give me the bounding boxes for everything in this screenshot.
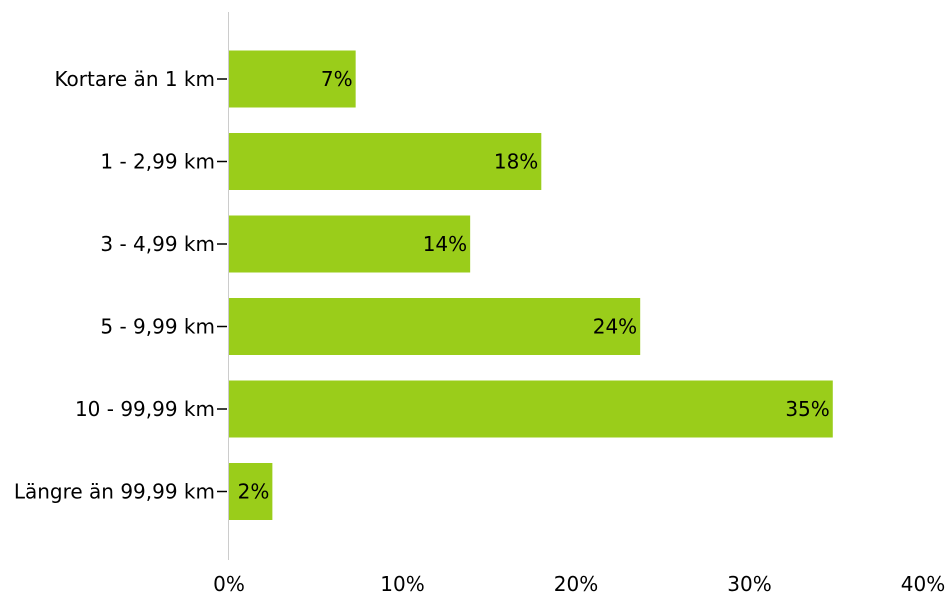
category-label-4: 10 - 99,99 km [75, 397, 215, 421]
category-label-5: Längre än 99,99 km [14, 480, 215, 504]
bar-5 [229, 463, 273, 520]
category-label-2: 3 - 4,99 km [100, 232, 215, 256]
bar-2 [229, 215, 471, 273]
x-tick-label-3: 30% [727, 572, 771, 596]
category-label-0: Kortare än 1 km [54, 67, 215, 91]
category-label-3: 5 - 9,99 km [100, 315, 215, 339]
bar-0 [229, 50, 356, 108]
data-label-5: 2% [238, 480, 270, 504]
x-tick-labels: 0% 10% 20% 30% 40% [213, 572, 945, 596]
category-label-1: 1 - 2,99 km [100, 150, 215, 174]
data-labels: 7% 18% 14% 24% 35% 2% [238, 67, 830, 504]
data-label-1: 18% [494, 150, 538, 174]
category-labels: Kortare än 1 km 1 - 2,99 km 3 - 4,99 km 5 -… [14, 67, 215, 504]
x-tick-label-2: 20% [554, 572, 598, 596]
x-tick-label-1: 10% [380, 572, 424, 596]
data-label-4: 35% [785, 397, 829, 421]
x-tick-label-4: 40% [901, 572, 945, 596]
bar-3 [229, 298, 641, 355]
data-label-0: 7% [321, 67, 353, 91]
data-label-2: 14% [423, 232, 467, 256]
bars [229, 50, 833, 520]
y-tick-marks [217, 78, 227, 493]
bar-1 [229, 133, 542, 190]
data-label-3: 24% [593, 315, 637, 339]
bar-4 [229, 380, 833, 438]
x-tick-label-0: 0% [213, 572, 245, 596]
